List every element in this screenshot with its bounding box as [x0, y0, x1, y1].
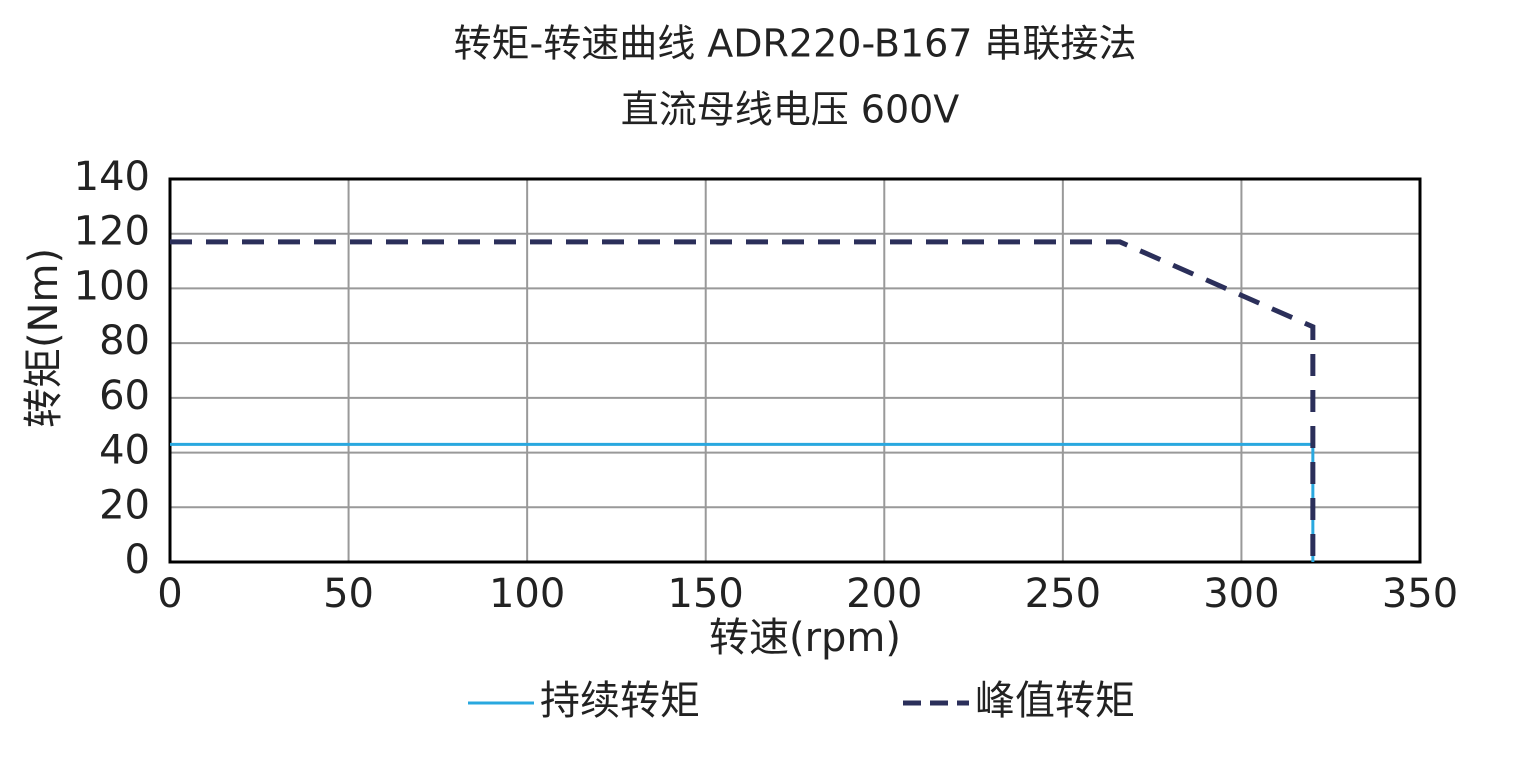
- y-tick-label: 0: [125, 537, 150, 583]
- legend-label: 持续转矩: [540, 678, 700, 724]
- series-line: [170, 239, 1316, 562]
- y-tick-label: 20: [99, 482, 150, 528]
- y-tick-label: 140: [74, 154, 150, 200]
- x-tick-label: 50: [323, 571, 374, 617]
- y-tick-label: 60: [99, 373, 150, 419]
- plot-frame: [168, 177, 1422, 564]
- y-tick-label: 40: [99, 428, 150, 474]
- x-tick-label: 200: [846, 571, 922, 617]
- x-axis-label: 转速(rpm): [709, 615, 901, 661]
- y-tick-label: 120: [74, 209, 150, 255]
- series-line: [170, 442, 1315, 562]
- x-tick-label: 300: [1203, 571, 1279, 617]
- x-tick-label: 0: [157, 571, 182, 617]
- x-tick-label: 250: [1025, 571, 1101, 617]
- y-axis-label: 转矩(Nm): [21, 248, 67, 428]
- y-tick-label: 100: [74, 263, 150, 309]
- x-tick-label: 350: [1382, 571, 1458, 617]
- chart-subtitle: 直流母线电压 600V: [621, 88, 960, 132]
- chart-title: 转矩-转速曲线 ADR220-B167 串联接法: [453, 22, 1136, 66]
- x-tick-label: 100: [489, 571, 565, 617]
- legend-label: 峰值转矩: [975, 678, 1135, 724]
- x-tick-label: 150: [668, 571, 744, 617]
- y-tick-label: 80: [99, 318, 150, 364]
